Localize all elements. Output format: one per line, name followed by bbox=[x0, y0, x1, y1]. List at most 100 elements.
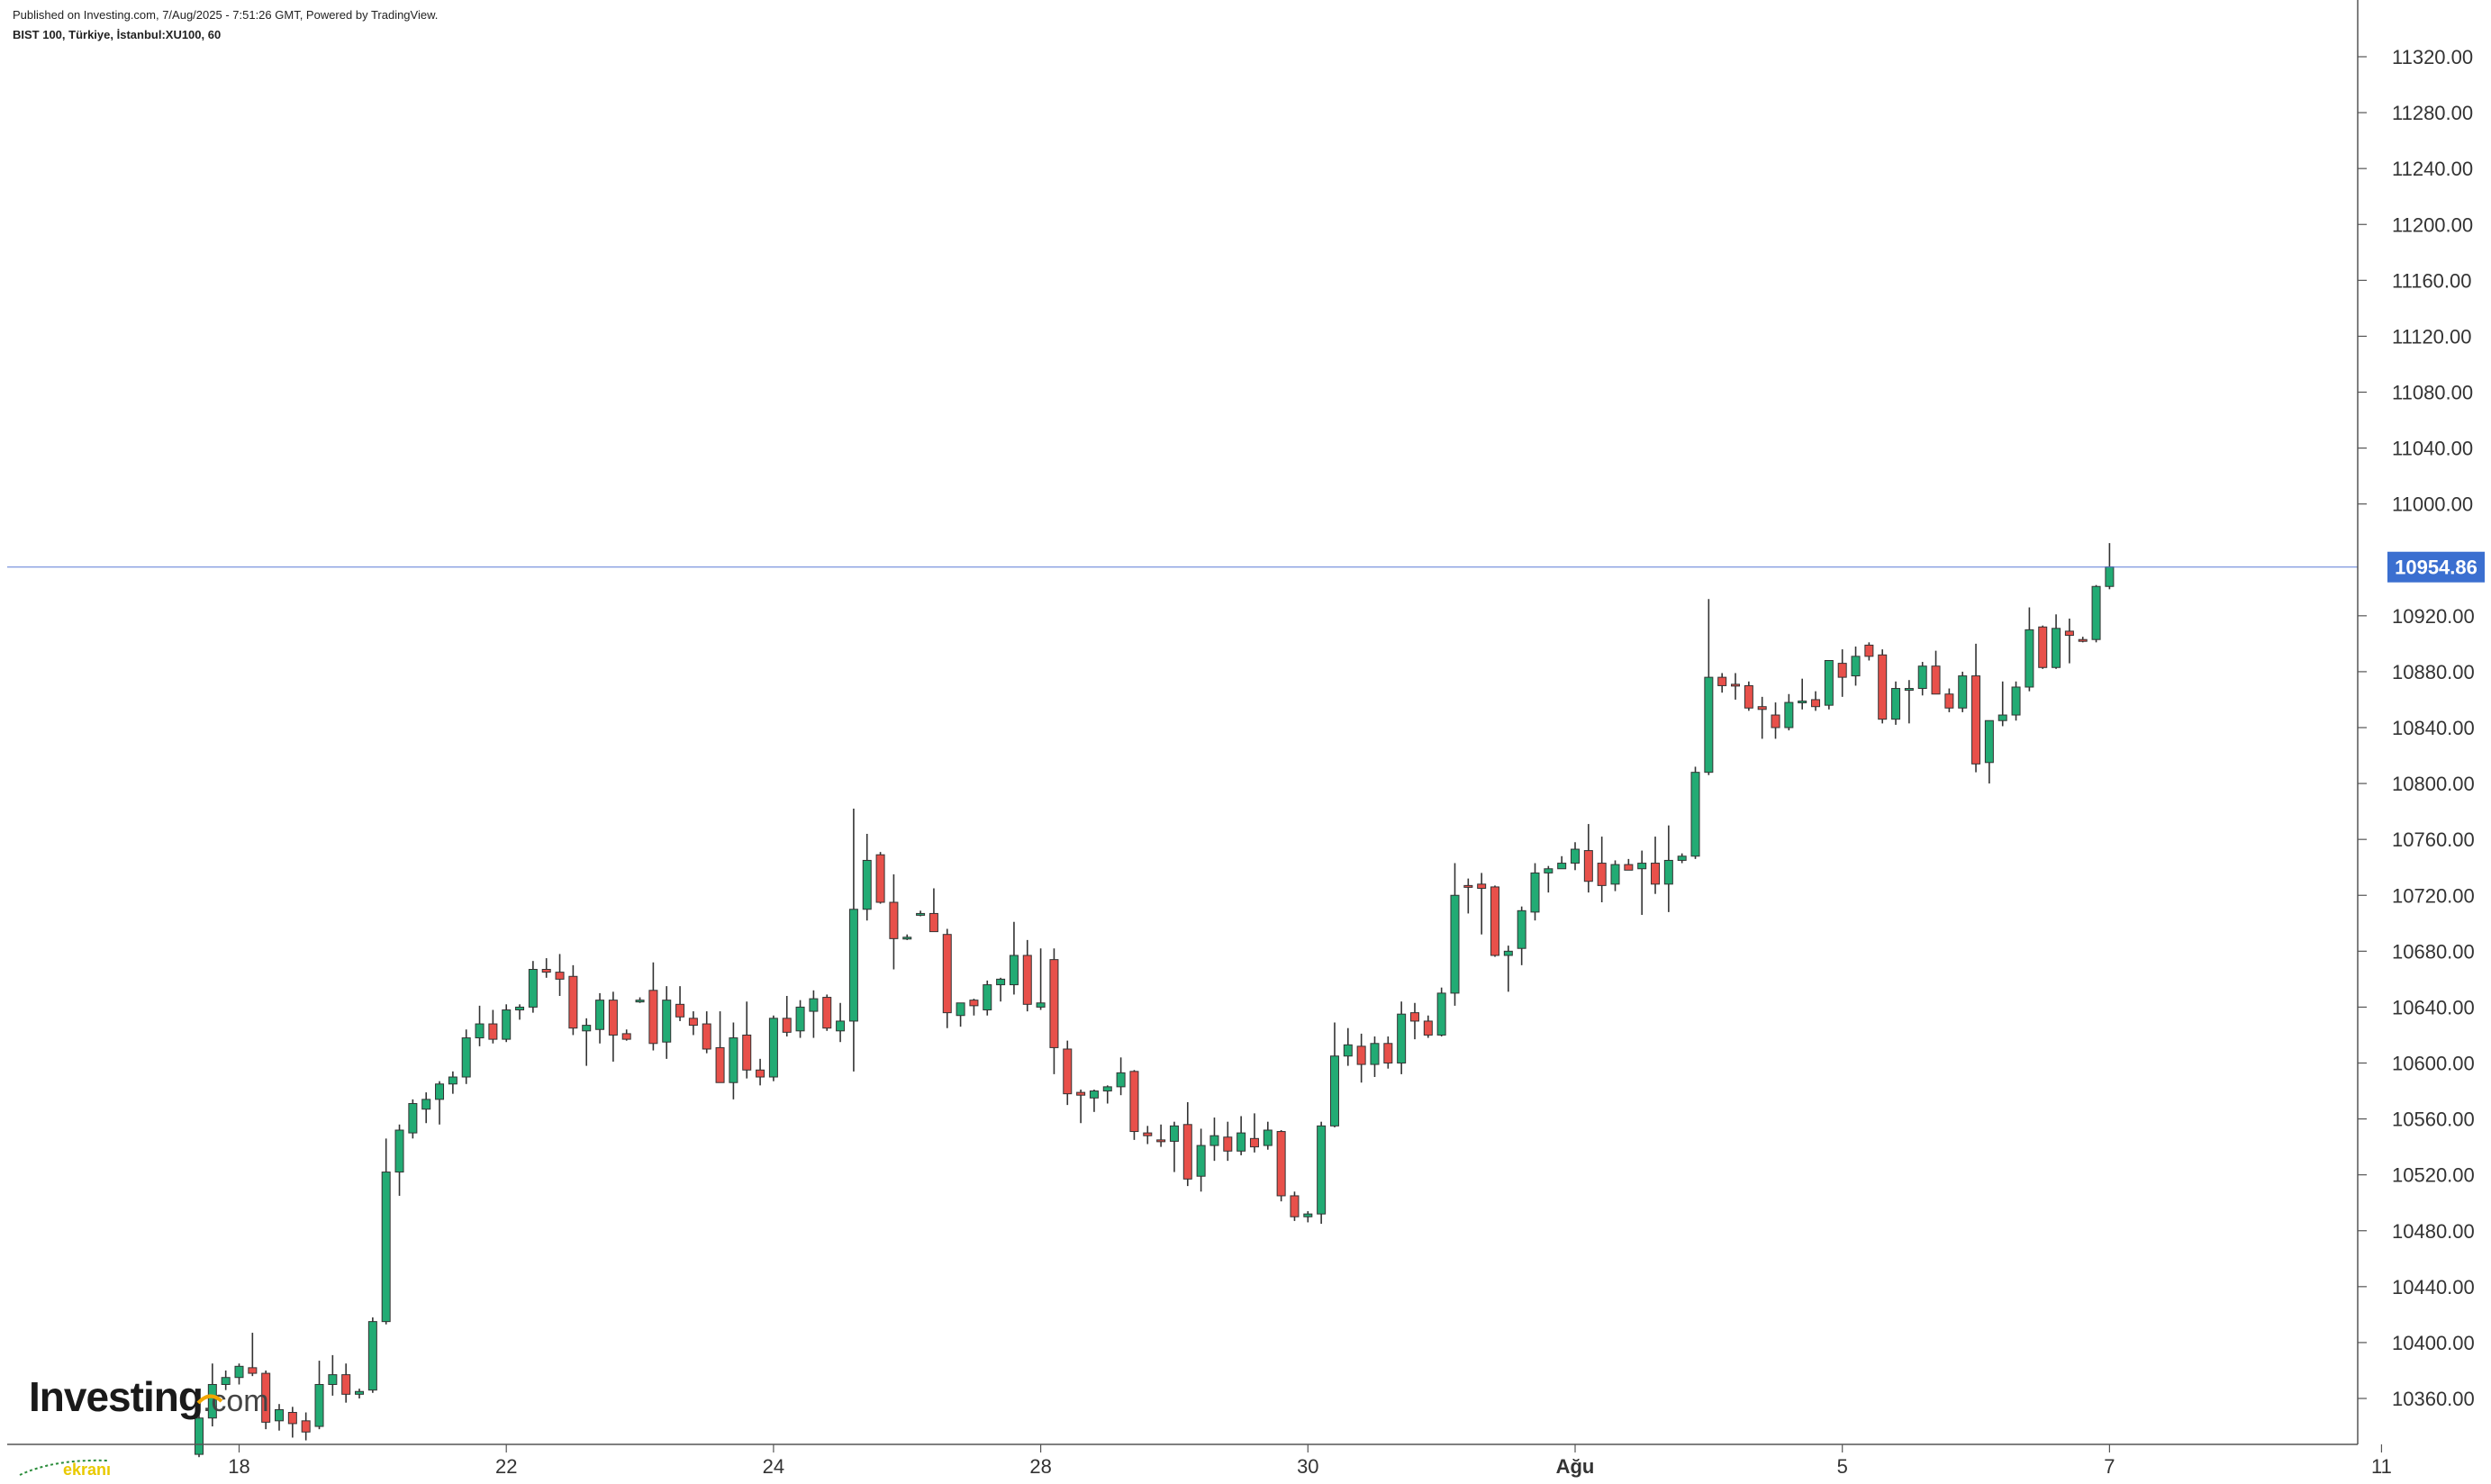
candle bbox=[1798, 678, 1807, 710]
candle bbox=[1423, 1015, 1433, 1038]
candle-body-down bbox=[541, 969, 551, 973]
y-tick-label: 10520.00 bbox=[2392, 1164, 2475, 1187]
candle bbox=[367, 1317, 377, 1393]
candle-body-down bbox=[2078, 638, 2088, 642]
candle bbox=[1089, 1089, 1099, 1112]
candle bbox=[394, 1124, 404, 1196]
candle bbox=[461, 1029, 471, 1084]
candle-body-up bbox=[1503, 950, 1513, 956]
chart-header: Published on Investing.com, 7/Aug/2025 -… bbox=[13, 5, 438, 45]
y-tick-label: 10840.00 bbox=[2392, 717, 2475, 739]
candle bbox=[275, 1404, 285, 1431]
candle-body-up bbox=[1637, 863, 1647, 870]
candle bbox=[1503, 946, 1513, 992]
candle-body-down bbox=[2064, 630, 2074, 637]
candle-body-up bbox=[1824, 660, 1834, 706]
candle-body-down bbox=[261, 1372, 271, 1423]
x-tick-label: 30 bbox=[1297, 1455, 1318, 1478]
candle-body-down bbox=[782, 1018, 792, 1033]
x-tick-label: 28 bbox=[1029, 1455, 1051, 1478]
candle bbox=[381, 1138, 391, 1325]
candle bbox=[1143, 1126, 1153, 1145]
candle bbox=[1624, 858, 1634, 871]
candle bbox=[2011, 681, 2021, 721]
candle bbox=[729, 1022, 738, 1099]
candle-body-up bbox=[2025, 629, 2034, 688]
candle-body-up bbox=[595, 1000, 605, 1030]
candle-body-up bbox=[1571, 848, 1581, 864]
candle-body-down bbox=[1022, 955, 1032, 1005]
candle-body-up bbox=[916, 912, 926, 916]
candle bbox=[1490, 885, 1499, 957]
candle bbox=[1811, 691, 1821, 711]
candle bbox=[928, 888, 938, 933]
candle-body-down bbox=[1063, 1048, 1073, 1095]
candle-body-up bbox=[1303, 1213, 1313, 1217]
candle bbox=[1731, 673, 1741, 700]
candle bbox=[1329, 1022, 1339, 1127]
candle bbox=[1958, 671, 1968, 712]
candle-body-up bbox=[2091, 585, 2101, 640]
candle bbox=[1049, 948, 1059, 1074]
candle-body-up bbox=[1530, 872, 1540, 913]
candle bbox=[756, 1058, 765, 1086]
candle-body-up bbox=[1329, 1055, 1339, 1127]
candle bbox=[1249, 1113, 1259, 1153]
candle-body-down bbox=[1423, 1020, 1433, 1036]
candle-body-up bbox=[795, 1006, 805, 1032]
candle-body-down bbox=[1477, 883, 1487, 889]
candle bbox=[502, 1004, 512, 1043]
y-tick-label: 11200.00 bbox=[2392, 213, 2473, 236]
y-tick-label: 10480.00 bbox=[2392, 1220, 2475, 1243]
candle-body-up bbox=[809, 998, 819, 1012]
y-tick-label: 11120.00 bbox=[2392, 325, 2472, 348]
x-tick-label: 24 bbox=[763, 1455, 784, 1478]
candle bbox=[1397, 1001, 1407, 1074]
candle-body-down bbox=[2038, 626, 2048, 668]
y-tick-label: 11080.00 bbox=[2392, 382, 2473, 404]
candle-body-down bbox=[248, 1367, 258, 1374]
candle-body-up bbox=[1904, 688, 1914, 692]
candle bbox=[301, 1412, 311, 1441]
candle-body-down bbox=[1944, 693, 1954, 709]
watermark-text: ekranı bbox=[63, 1461, 111, 1479]
candle bbox=[515, 1004, 525, 1020]
y-tick-label: 11280.00 bbox=[2392, 102, 2473, 124]
candle-body-down bbox=[742, 1034, 752, 1071]
candle bbox=[662, 986, 672, 1059]
candle bbox=[702, 1011, 711, 1054]
candle-body-up bbox=[207, 1383, 217, 1419]
candle-body-down bbox=[1076, 1091, 1086, 1096]
candle bbox=[1209, 1118, 1219, 1162]
candle bbox=[408, 1099, 418, 1139]
candle bbox=[528, 961, 538, 1013]
candle-body-down bbox=[608, 1000, 618, 1036]
candle bbox=[1436, 987, 1446, 1037]
candle bbox=[341, 1363, 351, 1403]
candle-body-up bbox=[983, 984, 992, 1011]
candle bbox=[608, 991, 618, 1062]
candle-body-up bbox=[582, 1025, 592, 1032]
candle bbox=[1370, 1036, 1380, 1078]
y-tick-label: 10600.00 bbox=[2392, 1053, 2475, 1075]
candle-body-down bbox=[889, 901, 899, 939]
y-tick-label: 10720.00 bbox=[2392, 884, 2475, 907]
y-tick-label: 10440.00 bbox=[2392, 1276, 2475, 1298]
candle bbox=[287, 1407, 297, 1438]
candle bbox=[1610, 860, 1620, 891]
candle bbox=[715, 1011, 725, 1083]
candle bbox=[1102, 1085, 1112, 1104]
candle-body-up bbox=[195, 1417, 204, 1455]
candle bbox=[1317, 1121, 1327, 1224]
candle-body-up bbox=[1116, 1072, 1126, 1088]
candle bbox=[2091, 584, 2101, 643]
investing-logo: Investing.com bbox=[29, 1372, 269, 1426]
candle bbox=[1663, 825, 1673, 912]
y-tick-label: 10920.00 bbox=[2392, 605, 2475, 628]
candle bbox=[555, 954, 565, 996]
candle-body-up bbox=[435, 1083, 445, 1100]
candle-body-down bbox=[341, 1374, 351, 1395]
candle-body-up bbox=[1397, 1013, 1407, 1064]
candle bbox=[1036, 948, 1046, 1010]
